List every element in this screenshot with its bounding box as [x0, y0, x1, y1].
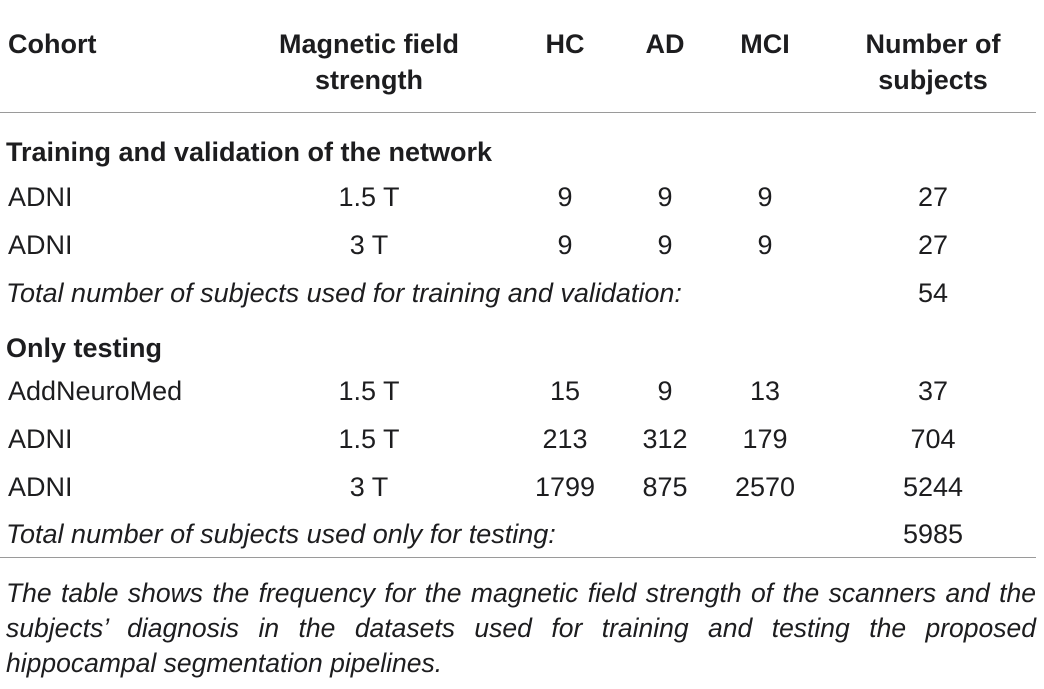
cell-ad: 312 — [642, 424, 688, 454]
cell-number: 27 — [917, 182, 949, 212]
cell-hc: 213 — [542, 424, 588, 454]
cell-ad: 9 — [657, 182, 673, 212]
header-field-line2: strength — [315, 65, 423, 95]
header-num-line2: subjects — [878, 65, 988, 95]
total-label: Total number of subjects used only for t… — [6, 519, 556, 549]
table-row: ADNI 1.5 T 9 9 9 27 — [0, 173, 1036, 221]
cell-hc: 9 — [557, 230, 573, 260]
total-value: 5985 — [902, 519, 964, 549]
cell-field-strength: 1.5 T — [338, 182, 400, 212]
cell-hc: 9 — [557, 182, 573, 212]
cell-field-strength: 3 T — [349, 230, 389, 260]
cell-mci: 9 — [757, 230, 773, 260]
header-hc: HC — [545, 29, 585, 59]
cell-cohort: ADNI — [8, 472, 73, 502]
header-row: Cohort Magnetic field strength HC AD MCI… — [0, 14, 1036, 113]
cell-cohort: AddNeuroMed — [8, 376, 183, 406]
header-number-of-subjects: Number of subjects — [830, 14, 1036, 113]
cell-number: 5244 — [902, 472, 964, 502]
total-value: 54 — [917, 278, 949, 308]
total-row-training: Total number of subjects used for traini… — [0, 269, 1036, 317]
cohort-table: Cohort Magnetic field strength HC AD MCI… — [0, 14, 1036, 558]
header-mci: MCI — [740, 29, 790, 59]
cell-ad: 875 — [642, 472, 688, 502]
total-row-testing: Total number of subjects used only for t… — [0, 511, 1036, 558]
section-row-testing: Only testing — [0, 317, 1036, 367]
cell-number: 27 — [917, 230, 949, 260]
section-title: Training and validation of the network — [6, 137, 493, 167]
cell-cohort: ADNI — [8, 230, 73, 260]
header-ad: AD — [645, 29, 685, 59]
table-row: AddNeuroMed 1.5 T 15 9 13 37 — [0, 367, 1036, 415]
header-field-strength: Magnetic field strength — [238, 14, 500, 113]
cell-field-strength: 3 T — [349, 472, 389, 502]
section-row-training: Training and validation of the network — [0, 113, 1036, 174]
cell-number: 37 — [917, 376, 949, 406]
cell-mci: 2570 — [734, 472, 796, 502]
cell-number: 704 — [910, 424, 956, 454]
cell-hc: 1799 — [534, 472, 596, 502]
cell-mci: 9 — [757, 182, 773, 212]
cell-ad: 9 — [657, 376, 673, 406]
cell-cohort: ADNI — [8, 182, 73, 212]
header-field-line1: Magnetic field — [278, 29, 460, 59]
cell-mci: 179 — [742, 424, 788, 454]
cell-hc: 15 — [549, 376, 581, 406]
header-num-line1: Number of — [865, 29, 1001, 59]
cell-cohort: ADNI — [8, 424, 73, 454]
section-title: Only testing — [6, 333, 163, 363]
table-row: ADNI 1.5 T 213 312 179 704 — [0, 415, 1036, 463]
cell-ad: 9 — [657, 230, 673, 260]
cell-mci: 13 — [749, 376, 781, 406]
cell-field-strength: 1.5 T — [338, 424, 400, 454]
table-row: ADNI 3 T 1799 875 2570 5244 — [0, 463, 1036, 511]
cell-field-strength: 1.5 T — [338, 376, 400, 406]
table-footnote: The table shows the frequency for the ma… — [6, 578, 1036, 678]
total-label: Total number of subjects used for traini… — [6, 278, 682, 308]
table-row: ADNI 3 T 9 9 9 27 — [0, 221, 1036, 269]
header-cohort: Cohort — [8, 29, 97, 59]
